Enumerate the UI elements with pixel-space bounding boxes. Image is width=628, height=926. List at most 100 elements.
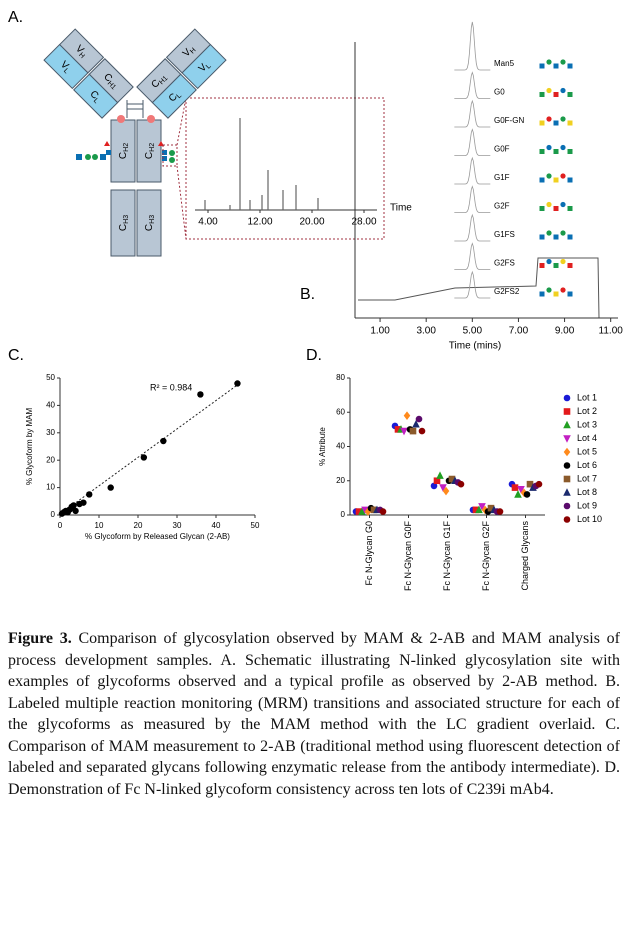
y-tick-label: 40 [46, 401, 55, 410]
glycan-icon [553, 177, 559, 183]
glycan-icon [560, 144, 566, 151]
point [107, 484, 114, 491]
domain-sub: H [77, 51, 86, 60]
glycan-icon [553, 120, 559, 126]
trace-label: G1FS [494, 230, 515, 239]
point [160, 437, 167, 445]
dot [563, 502, 571, 510]
dot [523, 491, 531, 498]
mrm-trace [454, 270, 491, 299]
legend-label: Lot 7 [577, 473, 597, 483]
dot [517, 486, 525, 494]
caption: Figure 3. Comparison of glycosylation ob… [8, 628, 620, 800]
dot [415, 415, 423, 423]
x-tick-label: 0 [58, 521, 63, 530]
dot [436, 471, 444, 479]
domain [43, 43, 89, 90]
glycan-icon [560, 116, 566, 122]
domain-sub: L [175, 92, 183, 100]
legend-label: Lot 5 [577, 446, 597, 456]
legend-label: Lot 2 [577, 406, 597, 416]
x-axis-label: Time (mins) [449, 341, 501, 352]
glycan-icon [539, 206, 545, 211]
annotation: R² = 0.984 [150, 382, 192, 392]
x-tick-label: 1.00 [370, 326, 390, 337]
dot [379, 508, 387, 515]
glycan-icon [546, 287, 552, 293]
dot [409, 427, 417, 435]
x-tick-label: Fc N-Glycan G0 [364, 521, 374, 586]
mrm-trace [454, 242, 491, 270]
y-tick-label: 0 [341, 510, 346, 519]
antibody-schematic [76, 97, 385, 257]
legend-label: Lot 4 [577, 433, 597, 443]
trace-label: G2FS2 [494, 287, 520, 296]
dot [563, 488, 571, 496]
point [140, 454, 148, 461]
y-tick-label: 0 [51, 510, 56, 519]
dot [418, 427, 426, 435]
glycan-icon [567, 149, 573, 154]
x-tick-label: Fc N-Glycan G2F [481, 521, 491, 592]
y-tick-label: 10 [46, 483, 55, 492]
y-tick-label: 40 [336, 442, 345, 451]
x-tick-label: Fc N-Glycan G1F [442, 521, 452, 592]
mrm-trace [454, 128, 491, 156]
glycan-icon [560, 87, 566, 94]
glycan-icon [539, 92, 545, 97]
mrm-trace [454, 99, 491, 128]
domain-main: C [144, 224, 155, 231]
trace-label: Man5 [494, 59, 515, 68]
y-axis-label: % Attribute [318, 427, 327, 466]
x-tick-label: 9.00 [555, 326, 575, 337]
x-tick-label: 28.00 [351, 217, 376, 228]
domain-sub: H1 [106, 80, 117, 91]
domain-label: CL [87, 88, 104, 105]
glycan-icon [560, 201, 566, 208]
dot [563, 408, 571, 415]
glycan-icon [546, 258, 552, 265]
glycan-icon [567, 206, 573, 211]
dot [472, 506, 480, 514]
glycan-icon [567, 291, 573, 297]
legend-label: Lot 8 [577, 487, 597, 497]
dot [433, 477, 441, 485]
dot [442, 486, 450, 496]
dot [563, 462, 571, 469]
y-tick-label: 50 [46, 373, 55, 382]
glycan-icon [553, 291, 559, 297]
point [80, 499, 87, 506]
domain-label: CH3 [144, 215, 156, 231]
dot [526, 480, 534, 488]
domain [73, 73, 119, 119]
domain-label: CH1 [101, 71, 121, 91]
glycan-icon [546, 173, 552, 179]
domain-sub: L [205, 63, 213, 71]
dot [478, 503, 486, 511]
trace-label: G0F-GN [494, 116, 524, 125]
figure: A. B. C. D. VHCH1VLCLVHCH1VLCLCH2CH2CH3C… [8, 9, 623, 592]
domain-sub: H2 [123, 143, 130, 152]
glycan-icon [546, 59, 552, 65]
dot [412, 419, 420, 428]
glycan-icon [560, 258, 566, 265]
dot [394, 426, 402, 433]
y-tick-label: 30 [46, 428, 55, 437]
domain-main: C [144, 152, 155, 159]
dot [514, 490, 522, 498]
dot [487, 504, 495, 512]
dot [361, 506, 369, 515]
point [234, 380, 241, 387]
glycan-icon [539, 149, 545, 154]
mrm-trace [454, 71, 491, 99]
x-tick-label: 20 [134, 521, 143, 530]
domain [151, 73, 197, 119]
glycan-icon [567, 177, 573, 183]
mrm-trace [454, 156, 491, 185]
glycan-icon [553, 263, 559, 268]
y-tick-label: 80 [336, 373, 345, 382]
domain-sub: H3 [123, 215, 130, 224]
glycan-icon [567, 120, 573, 126]
